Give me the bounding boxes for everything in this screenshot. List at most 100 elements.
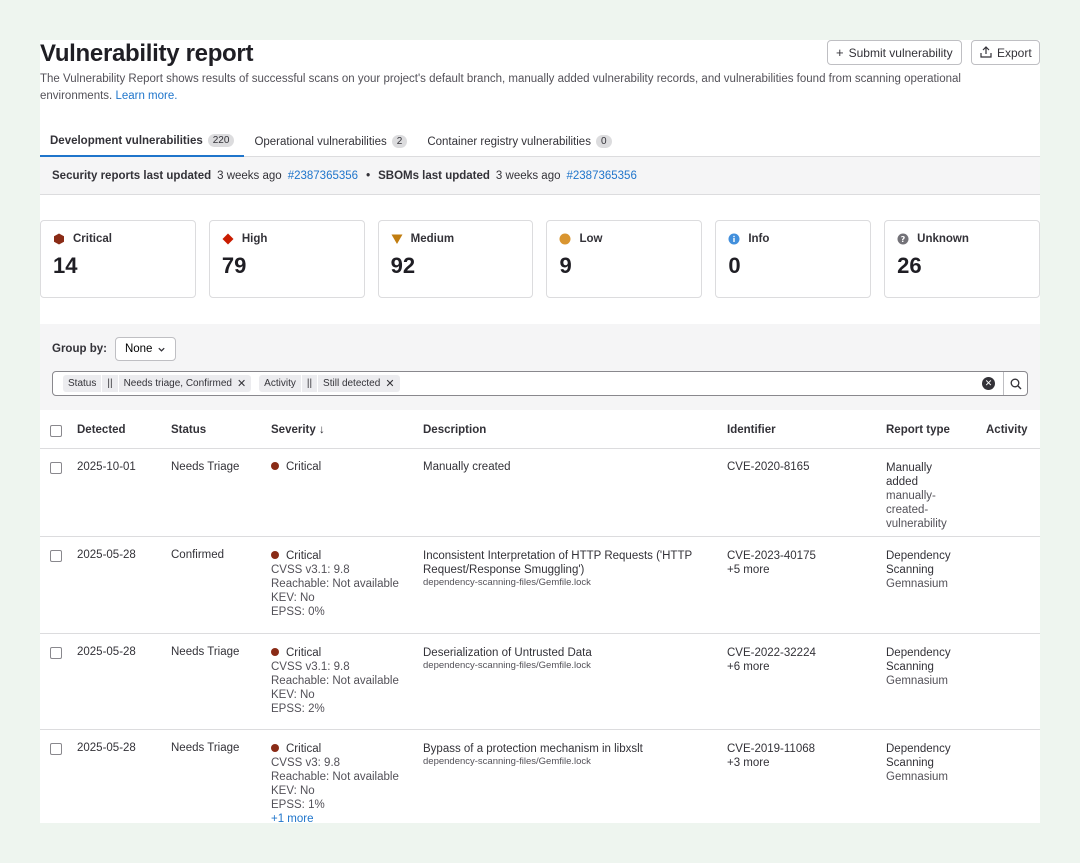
- row-checkbox[interactable]: [50, 647, 62, 659]
- identifier-cell: CVE-2022-32224 +6 more: [727, 646, 816, 674]
- severity-card-low: Low 9: [546, 220, 703, 298]
- more-identifiers-link[interactable]: +5 more: [727, 564, 770, 576]
- critical-hexagon-icon: [54, 233, 64, 245]
- tab-count-badge: 2: [391, 135, 408, 148]
- severity-text: Critical: [286, 743, 322, 755]
- report-type-line: created-: [886, 504, 929, 516]
- description-link[interactable]: Manually created: [423, 461, 511, 473]
- sbom-pipeline-link[interactable]: #2387365356: [566, 169, 637, 182]
- severity-cell: Critical CVSS v3.1: 9.8 Reachable: Not a…: [271, 549, 421, 619]
- more-identifiers-link[interactable]: +6 more: [727, 661, 770, 673]
- table-row[interactable]: 2025-05-28 Confirmed Critical CVSS v3.1:…: [40, 537, 1040, 634]
- sort-arrow-down-icon: ↓: [318, 424, 325, 436]
- submit-vulnerability-button[interactable]: + Submit vulnerability: [827, 40, 962, 65]
- token-value-text: Needs triage, Confirmed: [123, 378, 232, 389]
- severity-card-medium: Medium 92: [377, 220, 534, 298]
- reachable-status: Reachable: Not available: [271, 578, 399, 590]
- severity-card-info: Info 0: [715, 220, 872, 298]
- tab-operational-vulnerabilities[interactable]: Operational vulnerabilities 2: [244, 126, 417, 157]
- identifier-cell: CVE-2023-40175 +5 more: [727, 549, 816, 577]
- kev-status: KEV: No: [271, 689, 315, 701]
- export-icon: [980, 45, 992, 60]
- detected-date: 2025-05-28: [77, 646, 136, 658]
- scanner-name: Gemnasium: [886, 675, 948, 687]
- export-button[interactable]: Export: [971, 40, 1040, 65]
- column-status[interactable]: Status: [171, 424, 207, 436]
- report-type-cell: Dependency Scanning Gemnasium: [886, 549, 976, 591]
- bullet-separator: •: [366, 169, 371, 182]
- search-button[interactable]: [1003, 372, 1027, 395]
- column-detected[interactable]: Detected: [77, 424, 126, 436]
- description-link[interactable]: Deserialization of Untrusted Data: [423, 647, 592, 659]
- token-status-value[interactable]: Needs triage, Confirmed ✕: [118, 375, 252, 392]
- severity-counts: Critical 14 High 79 Medium 92 Low 9: [40, 220, 1040, 298]
- severity-text: Critical: [286, 461, 322, 473]
- tab-development-vulnerabilities[interactable]: Development vulnerabilities 220: [40, 126, 245, 157]
- security-pipeline-link[interactable]: #2387365356: [287, 169, 359, 182]
- table-row[interactable]: 2025-05-28 Needs Triage Critical CVSS v3…: [40, 634, 1040, 730]
- severity-count: 0: [728, 253, 741, 278]
- group-by: Group by: None: [52, 337, 177, 361]
- row-checkbox[interactable]: [50, 743, 62, 755]
- row-checkbox[interactable]: [50, 550, 62, 562]
- severity-card-high: High 79: [208, 220, 365, 298]
- learn-more-link[interactable]: Learn more.: [115, 89, 178, 102]
- token-activity-key[interactable]: Activity: [259, 375, 301, 392]
- cvss-score: CVSS v3: 9.8: [271, 757, 341, 769]
- cvss-score: CVSS v3.1: 9.8: [271, 661, 350, 673]
- description-link-continued[interactable]: Request/Response Smuggling'): [423, 564, 585, 576]
- tab-label: Development vulnerabilities: [50, 134, 203, 147]
- select-all-checkbox[interactable]: [50, 425, 62, 437]
- vulnerability-table: Detected Status Severity ↓ Description I…: [40, 410, 1040, 823]
- critical-dot-icon: [271, 648, 279, 656]
- column-report-type[interactable]: Report type: [886, 424, 950, 436]
- critical-dot-icon: [271, 551, 279, 559]
- token-status-key[interactable]: Status: [63, 375, 102, 392]
- report-type-line: Dependency: [886, 647, 951, 659]
- column-description[interactable]: Description: [423, 424, 487, 436]
- report-type-line: added: [886, 476, 918, 488]
- svg-text:?: ?: [901, 235, 906, 244]
- column-identifier[interactable]: Identifier: [727, 424, 776, 436]
- info-circle-icon: [728, 233, 740, 245]
- token-status-operator[interactable]: ||: [102, 375, 118, 392]
- critical-dot-icon: [271, 744, 279, 752]
- tab-count-badge: 220: [207, 134, 235, 147]
- more-details-link[interactable]: +1 more: [271, 813, 314, 823]
- description-cell: Deserialization of Untrusted Data depend…: [423, 646, 718, 672]
- tab-container-registry-vulnerabilities[interactable]: Container registry vulnerabilities 0: [417, 126, 621, 157]
- medium-triangle-icon: [391, 234, 403, 244]
- table-row[interactable]: 2025-05-28 Needs Triage Critical CVSS v3…: [40, 730, 1040, 823]
- remove-token-icon[interactable]: ✕: [236, 378, 247, 390]
- table-header: Detected Status Severity ↓ Description I…: [40, 410, 1040, 449]
- description-link[interactable]: Bypass of a protection mechanism in libx…: [423, 743, 643, 755]
- remove-token-icon[interactable]: ✕: [385, 378, 395, 390]
- severity-count: 14: [53, 253, 78, 278]
- column-severity-label: Severity: [271, 424, 316, 436]
- identifier-text: CVE-2022-32224: [727, 647, 816, 659]
- more-identifiers-link[interactable]: +3 more: [727, 757, 770, 769]
- severity-cell: Critical CVSS v3: 9.8 Reachable: Not ava…: [271, 742, 421, 823]
- high-diamond-icon: [222, 233, 234, 245]
- sboms-time: 3 weeks ago: [495, 169, 561, 182]
- table-row[interactable]: 2025-10-01 Needs Triage Critical Manuall…: [40, 449, 1040, 537]
- kev-status: KEV: No: [271, 785, 315, 797]
- column-severity[interactable]: Severity ↓: [271, 424, 325, 436]
- filtered-search-bar[interactable]: Status || Needs triage, Confirmed ✕ Acti…: [52, 371, 1028, 396]
- token-activity-value[interactable]: Still detected ✕: [318, 375, 400, 392]
- security-reports-label: Security reports last updated: [52, 169, 212, 182]
- report-type-line: Dependency: [886, 743, 951, 755]
- description-link[interactable]: Inconsistent Interpretation of HTTP Requ…: [423, 550, 693, 562]
- group-by-dropdown[interactable]: None: [114, 337, 177, 361]
- column-activity[interactable]: Activity: [986, 424, 1028, 436]
- status-text: Needs Triage: [171, 461, 240, 473]
- severity-count: 92: [390, 253, 416, 278]
- row-checkbox[interactable]: [50, 462, 62, 474]
- report-type-line: Scanning: [886, 757, 934, 769]
- low-circle-icon: [559, 233, 571, 245]
- token-value-text: Still detected: [323, 378, 381, 389]
- group-by-value: None: [124, 343, 153, 355]
- token-activity-operator[interactable]: ||: [301, 375, 318, 392]
- cvss-score: CVSS v3.1: 9.8: [271, 564, 350, 576]
- clear-search-icon[interactable]: ✕: [982, 377, 995, 390]
